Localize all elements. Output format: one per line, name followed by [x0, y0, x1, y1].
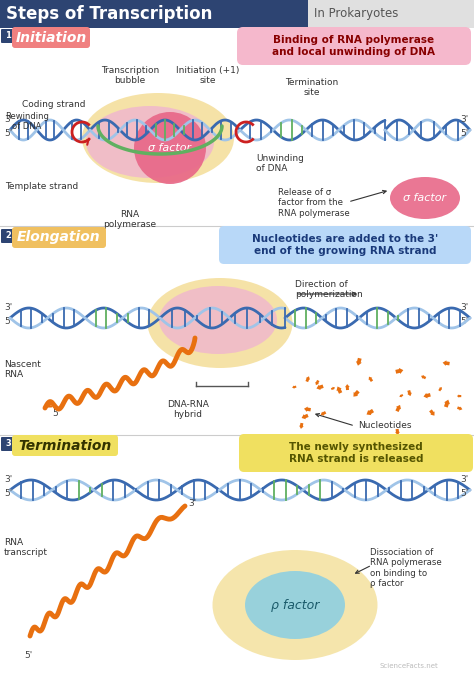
FancyArrow shape [366, 409, 374, 415]
FancyArrow shape [304, 406, 311, 412]
FancyArrow shape [305, 376, 310, 382]
Text: Release of σ
factor from the
RNA polymerase: Release of σ factor from the RNA polymer… [278, 188, 350, 218]
FancyArrow shape [421, 375, 426, 379]
FancyBboxPatch shape [0, 0, 308, 28]
Text: DNA-RNA
hybrid: DNA-RNA hybrid [167, 400, 209, 419]
FancyArrow shape [400, 394, 403, 397]
Ellipse shape [82, 93, 234, 183]
Text: The newly synthesized
RNA strand is released: The newly synthesized RNA strand is rele… [289, 442, 423, 464]
Text: 3': 3' [4, 475, 12, 485]
Text: 3': 3' [4, 304, 12, 313]
Ellipse shape [390, 177, 460, 219]
Text: Binding of RNA polymerase
and local unwinding of DNA: Binding of RNA polymerase and local unwi… [273, 35, 436, 57]
FancyBboxPatch shape [12, 435, 118, 456]
Text: Unwinding
of DNA: Unwinding of DNA [256, 154, 304, 173]
Text: Coding strand: Coding strand [22, 100, 85, 109]
FancyBboxPatch shape [1, 229, 15, 243]
FancyArrow shape [423, 393, 431, 398]
Ellipse shape [212, 550, 377, 660]
Text: Nucleotides are added to the 3'
end of the growing RNA strand: Nucleotides are added to the 3' end of t… [252, 234, 438, 256]
Text: Nascent
RNA: Nascent RNA [4, 360, 41, 379]
FancyBboxPatch shape [237, 27, 471, 65]
Text: 3': 3' [188, 500, 196, 508]
FancyBboxPatch shape [1, 29, 15, 43]
FancyArrow shape [331, 387, 335, 390]
Text: ρ factor: ρ factor [271, 599, 319, 612]
Text: 3': 3' [460, 304, 468, 313]
FancyArrow shape [457, 394, 461, 398]
Text: Termination: Termination [18, 439, 111, 452]
Text: Initiation (+1)
site: Initiation (+1) site [176, 66, 240, 86]
FancyBboxPatch shape [12, 227, 106, 248]
FancyArrow shape [356, 358, 362, 366]
FancyArrow shape [395, 429, 400, 435]
Text: 2: 2 [5, 232, 11, 240]
FancyArrow shape [438, 387, 442, 392]
Text: 3': 3' [460, 475, 468, 485]
Text: 5': 5' [460, 489, 468, 499]
Text: 5': 5' [52, 408, 60, 418]
Text: Dissociation of
RNA polymerase
on binding to
ρ factor: Dissociation of RNA polymerase on bindin… [370, 548, 442, 588]
Text: Steps of Transcription: Steps of Transcription [6, 5, 212, 23]
FancyArrow shape [320, 411, 326, 416]
Ellipse shape [245, 571, 345, 639]
FancyArrow shape [395, 405, 401, 412]
Text: Initiation: Initiation [15, 30, 87, 45]
Text: 5': 5' [4, 317, 12, 327]
FancyArrow shape [337, 387, 342, 394]
Text: Transcription
bubble: Transcription bubble [101, 66, 159, 86]
Text: 5': 5' [4, 130, 12, 138]
FancyArrow shape [301, 414, 309, 419]
Text: 5': 5' [24, 651, 32, 659]
FancyArrow shape [317, 385, 324, 390]
Circle shape [134, 112, 206, 184]
Text: Nucleotides: Nucleotides [358, 421, 411, 431]
Text: ScienceFacts.net: ScienceFacts.net [380, 663, 439, 669]
Ellipse shape [86, 106, 214, 178]
FancyArrow shape [299, 423, 304, 429]
FancyArrow shape [407, 390, 412, 396]
FancyBboxPatch shape [1, 437, 15, 451]
FancyArrow shape [315, 380, 319, 385]
FancyBboxPatch shape [219, 226, 471, 264]
Text: 3': 3' [460, 115, 468, 124]
Text: 5': 5' [460, 130, 468, 138]
Ellipse shape [159, 286, 277, 354]
Text: 3: 3 [5, 439, 11, 448]
Text: σ factor: σ factor [148, 143, 191, 153]
FancyBboxPatch shape [308, 0, 474, 28]
FancyArrow shape [369, 377, 373, 382]
FancyArrow shape [457, 406, 462, 410]
Ellipse shape [147, 278, 292, 368]
Text: 1: 1 [5, 32, 11, 40]
FancyArrow shape [429, 409, 435, 416]
Text: Elongation: Elongation [17, 230, 101, 244]
Text: Rewinding
of DNA: Rewinding of DNA [5, 112, 49, 132]
FancyBboxPatch shape [239, 434, 473, 472]
Text: Direction of
polymerization: Direction of polymerization [295, 280, 363, 300]
Text: 5': 5' [4, 489, 12, 499]
Text: RNA
polymerase: RNA polymerase [103, 210, 156, 230]
Text: 3': 3' [4, 115, 12, 124]
Text: Termination
site: Termination site [285, 78, 338, 97]
FancyArrow shape [444, 400, 450, 408]
Text: In Prokaryotes: In Prokaryotes [314, 7, 398, 20]
Text: 5': 5' [460, 317, 468, 327]
Text: RNA
transcript: RNA transcript [4, 538, 48, 558]
FancyArrow shape [345, 384, 350, 390]
FancyArrow shape [292, 385, 296, 389]
FancyArrow shape [395, 368, 403, 374]
FancyArrow shape [354, 390, 360, 397]
Text: σ factor: σ factor [403, 193, 447, 203]
FancyBboxPatch shape [12, 27, 90, 48]
Text: Template strand: Template strand [5, 182, 78, 191]
FancyArrow shape [443, 360, 450, 366]
